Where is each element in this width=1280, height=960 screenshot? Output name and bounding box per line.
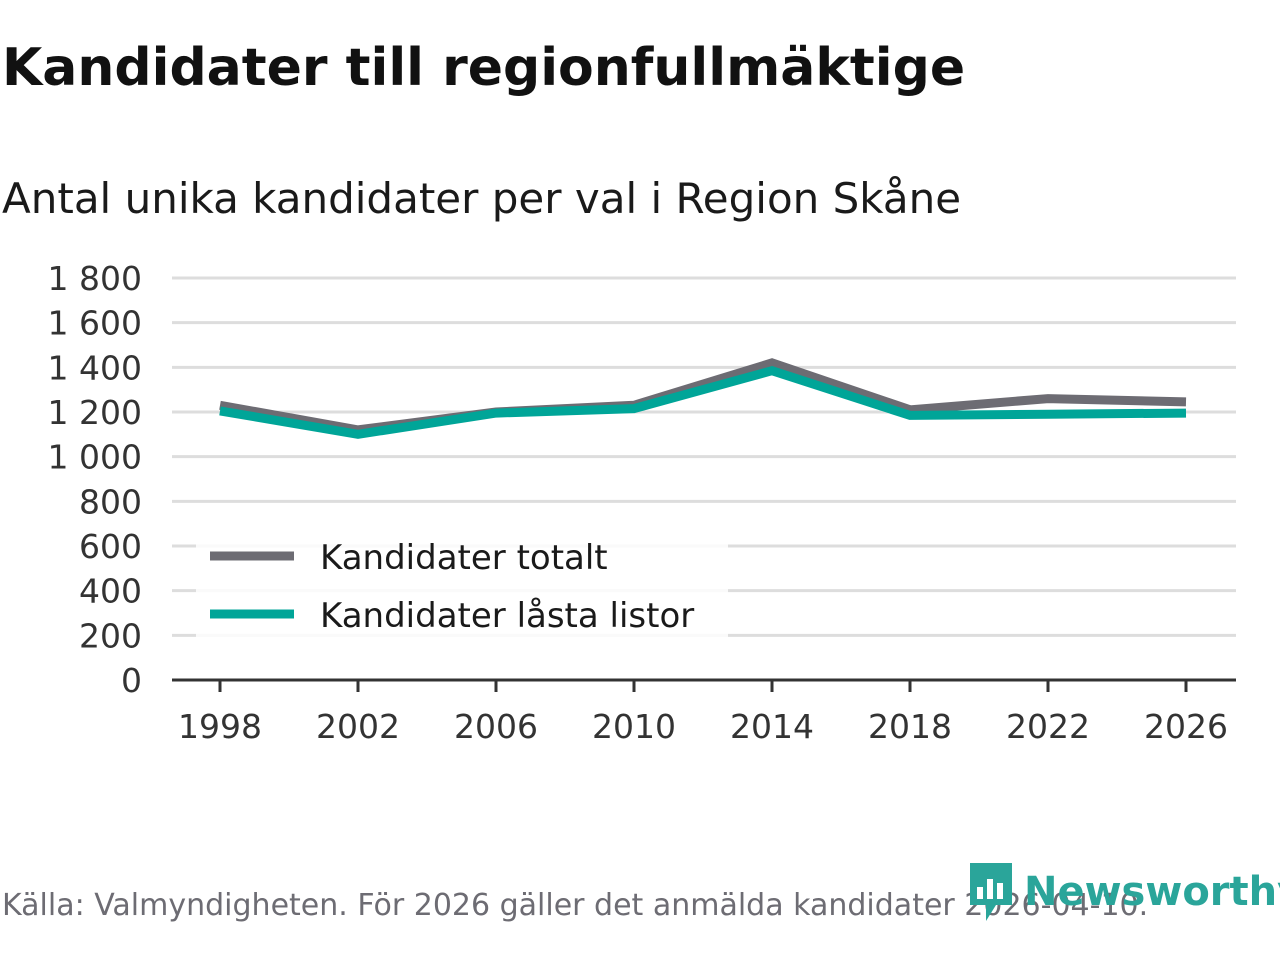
brand-logo: Newsworthy [966, 862, 1280, 922]
series-line-totalt [219, 358, 1187, 435]
series-line-lasta-listor [219, 366, 1187, 439]
x-tick-label: 2002 [316, 707, 400, 746]
series-lines [219, 358, 1187, 439]
x-tick-label: 2026 [1144, 707, 1228, 746]
legend-background [196, 528, 728, 640]
x-tick-label: 2010 [592, 707, 676, 746]
newsworthy-logo-icon [970, 863, 1012, 921]
y-tick-label: 400 [79, 572, 142, 611]
axes: 0 200 400 600 800 1 000 1 200 1 400 1 600 1 800 19… [48, 259, 1236, 746]
x-tick-label: 2006 [454, 707, 538, 746]
x-tick-label: 2022 [1006, 707, 1090, 746]
brand-name: Newsworthy [1024, 869, 1280, 915]
y-tick-label: 1 000 [48, 438, 142, 477]
y-tick-label: 1 200 [48, 393, 142, 432]
y-tick-label: 600 [79, 527, 142, 566]
y-tick-label: 0 [121, 661, 142, 700]
x-tick-label: 2018 [868, 707, 952, 746]
legend: Kandidater totalt Kandidater låsta listor [196, 528, 728, 640]
x-tick-label: 2014 [730, 707, 814, 746]
source-note: Källa: Valmyndigheten. För 2026 gäller d… [2, 888, 1149, 923]
chart-title: Kandidater till regionfullmäktige [2, 38, 966, 98]
y-tick-label: 800 [79, 482, 142, 521]
y-tick-label: 1 400 [48, 348, 142, 387]
y-tick-label: 1 800 [48, 259, 142, 298]
legend-label: Kandidater totalt [320, 538, 608, 578]
y-tick-label: 200 [79, 616, 142, 655]
x-tick-label: 1998 [178, 707, 262, 746]
y-tick-label: 1 600 [48, 304, 142, 343]
legend-label: Kandidater låsta listor [320, 596, 694, 636]
chart-subtitle: Antal unika kandidater per val i Region … [2, 174, 962, 223]
